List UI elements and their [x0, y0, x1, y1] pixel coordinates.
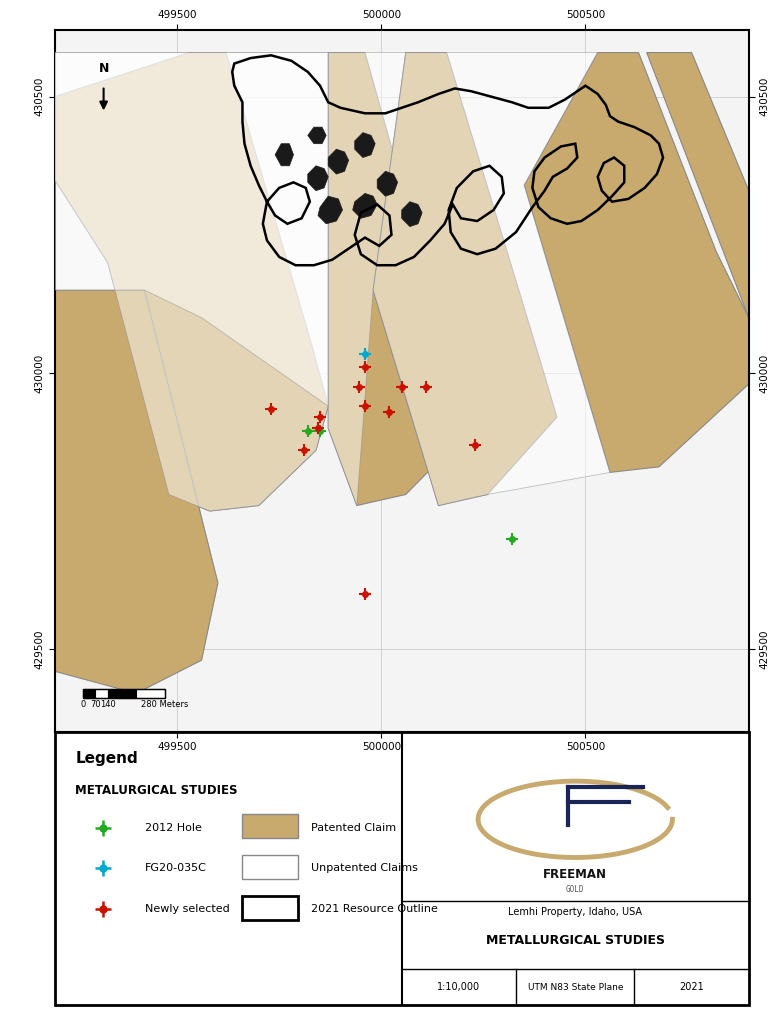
Text: UTM N83 State Plane: UTM N83 State Plane [527, 983, 623, 992]
Polygon shape [55, 53, 328, 511]
Polygon shape [318, 196, 342, 223]
Polygon shape [373, 53, 557, 505]
Text: 0: 0 [80, 700, 86, 709]
Bar [108, 689, 136, 697]
Text: GOLD: GOLD [566, 885, 584, 894]
Polygon shape [524, 53, 749, 472]
Polygon shape [308, 165, 328, 191]
Text: 1:10,000: 1:10,000 [438, 983, 480, 992]
Polygon shape [55, 53, 328, 406]
Text: 140: 140 [100, 700, 115, 709]
Bar [83, 689, 165, 697]
Text: FG20-035C: FG20-035C [145, 864, 207, 874]
Polygon shape [355, 133, 375, 157]
Text: 70: 70 [90, 700, 101, 709]
Text: 2021 Resource Outline: 2021 Resource Outline [311, 904, 438, 915]
Polygon shape [373, 53, 610, 505]
Bar [136, 689, 165, 697]
Polygon shape [328, 149, 349, 175]
Text: Newly selected: Newly selected [145, 904, 229, 915]
Polygon shape [308, 127, 326, 144]
Bar [95, 689, 108, 697]
Text: 280 Meters: 280 Meters [141, 700, 189, 709]
Text: METALURGICAL STUDIES: METALURGICAL STUDIES [76, 784, 238, 797]
Polygon shape [647, 53, 749, 318]
Polygon shape [55, 290, 218, 693]
Bar [242, 814, 298, 838]
Text: 2012 Hole: 2012 Hole [145, 822, 202, 832]
Polygon shape [402, 202, 422, 226]
Text: Unpatented Claims: Unpatented Claims [311, 864, 418, 874]
Text: 2021: 2021 [679, 983, 704, 992]
Polygon shape [55, 53, 328, 511]
Polygon shape [378, 172, 398, 196]
Text: METALLURGICAL STUDIES: METALLURGICAL STUDIES [486, 934, 665, 947]
Polygon shape [328, 53, 471, 505]
Bar [83, 689, 95, 697]
Bar [242, 855, 298, 879]
Polygon shape [275, 144, 293, 165]
Text: Legend: Legend [76, 751, 138, 766]
Text: FREEMAN: FREEMAN [543, 869, 608, 881]
Text: N: N [98, 62, 108, 75]
Polygon shape [328, 53, 406, 505]
Bar [242, 895, 298, 921]
Text: Patented Claim: Patented Claim [311, 822, 396, 832]
Text: Lemhi Property, Idaho, USA: Lemhi Property, Idaho, USA [509, 906, 642, 917]
Polygon shape [353, 194, 378, 218]
